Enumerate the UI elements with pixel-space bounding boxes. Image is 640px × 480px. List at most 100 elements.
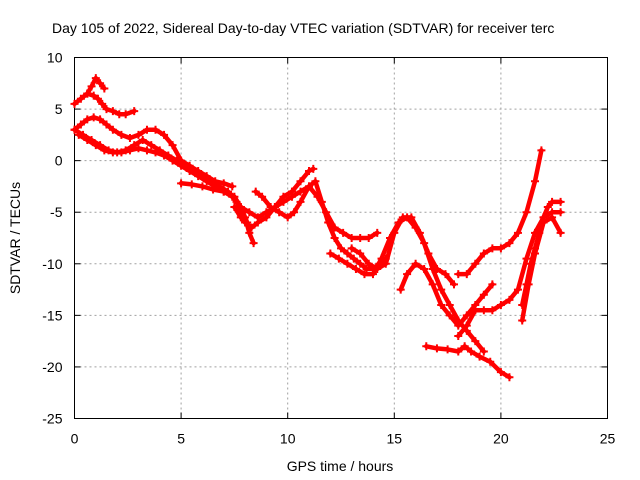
data-point [396,285,405,294]
data-point [403,270,412,279]
data-point [147,141,156,150]
data-point [98,99,107,108]
data-point [168,156,177,165]
data-point [198,182,207,191]
series-group [70,74,565,382]
series-track-8 [253,179,389,272]
y-tick-label: -25 [42,411,62,427]
data-point [83,115,92,124]
data-point [548,197,557,206]
data-point [108,125,117,134]
data-point [70,99,79,108]
data-point [324,218,333,227]
data-point [296,177,305,186]
data-point [74,130,83,139]
data-point [117,148,126,157]
data-point [209,185,218,194]
data-point [360,270,369,279]
data-point [91,74,100,83]
data-point [102,120,111,129]
data-point [522,254,531,263]
data-point [443,345,452,354]
data-point [454,270,463,279]
y-tick-label: 10 [47,50,63,66]
x-tick-label: 10 [280,431,296,447]
data-point [96,115,105,124]
y-tick-label: -5 [50,204,63,220]
data-point [330,234,339,242]
data-point [381,259,390,268]
data-point [125,133,134,142]
data-point [513,228,522,237]
data-point [524,280,533,289]
markers-track-16 [518,213,565,325]
x-tick-label: 0 [71,431,79,447]
series-track-16 [519,215,563,323]
data-point [266,203,275,212]
data-point [364,234,373,242]
data-point [202,177,211,186]
data-point [151,125,160,134]
data-point [531,177,540,186]
data-point [117,130,126,139]
data-point [441,270,450,279]
data-point [296,187,305,196]
data-point [437,285,446,294]
data-point [505,373,514,382]
markers-track-11 [396,259,497,330]
data-point [398,213,407,222]
data-point [91,141,100,150]
data-point [245,208,254,217]
data-point [488,244,497,253]
data-point [407,213,416,222]
data-point [479,290,488,299]
data-point [230,203,239,212]
data-point [432,344,441,353]
data-point [96,79,105,88]
data-point [93,94,102,103]
data-point [130,107,139,116]
data-point [326,249,335,258]
data-point [311,177,320,186]
data-point [496,368,505,377]
data-point [505,295,514,304]
data-point [236,213,245,222]
data-point [262,213,271,222]
data-point [70,125,79,134]
data-point [505,239,514,248]
data-point [290,208,299,217]
data-point [356,234,365,242]
data-point [309,164,318,173]
data-point [219,179,228,188]
data-point [275,208,284,217]
data-point [283,213,292,222]
data-point [454,321,463,330]
data-point [134,130,143,139]
x-tick-label: 5 [177,431,185,447]
axis-ticks: 0 5 10 15 20 25 -25 -20 -15 -10 -5 0 5 10 [42,50,615,447]
data-point [368,270,377,279]
data-point [142,146,151,155]
data-point [486,357,495,366]
data-point [488,280,497,289]
data-point [241,218,250,227]
data-point [177,161,186,170]
data-point [151,148,160,157]
data-point [142,125,151,134]
chart-title: Day 105 of 2022, Sidereal Day-to-day VTE… [52,20,554,36]
data-point [279,197,288,206]
data-point [187,180,196,189]
data-point [305,166,314,175]
data-point [462,270,471,279]
data-point [87,82,96,91]
y-axis-label: SDTVAR / TECUs [7,182,23,294]
series-track-13 [456,209,563,339]
data-point [462,321,471,330]
data-point [548,213,557,222]
data-point [496,244,505,253]
data-point [339,228,348,237]
data-point [83,136,92,145]
data-point [138,136,147,145]
data-point [556,208,565,217]
